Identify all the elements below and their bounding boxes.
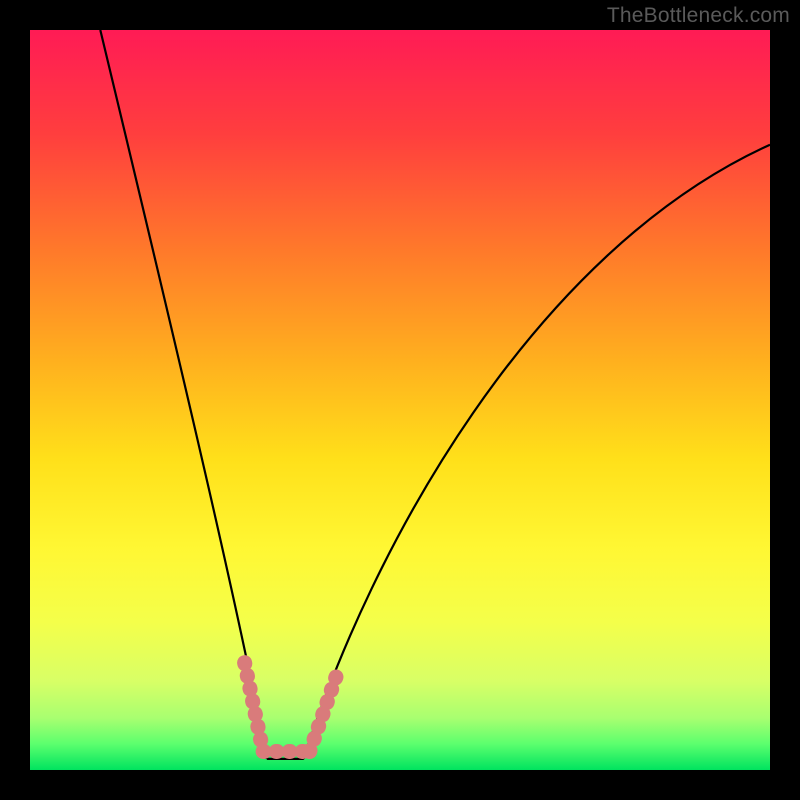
chart-svg	[0, 0, 800, 800]
chart-root: TheBottleneck.com	[0, 0, 800, 800]
watermark-text: TheBottleneck.com	[607, 4, 790, 28]
plot-background	[30, 30, 770, 770]
